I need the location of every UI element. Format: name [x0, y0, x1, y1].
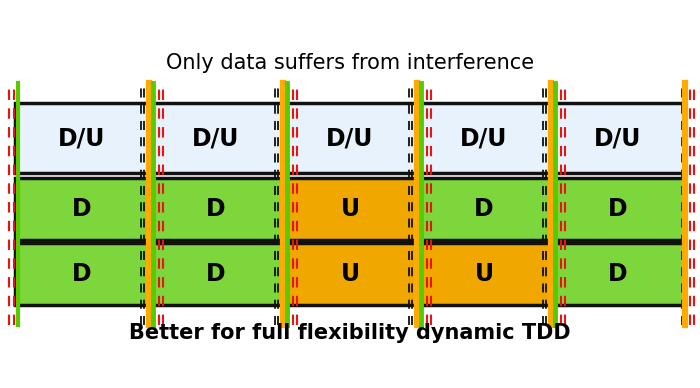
Bar [283, 243, 417, 305]
Text: D/U: D/U [58, 126, 106, 150]
Text: D: D [608, 197, 628, 221]
Bar [15, 243, 685, 305]
Bar [551, 178, 685, 240]
Text: D: D [206, 197, 226, 221]
Bar [149, 243, 283, 305]
Text: D: D [608, 262, 628, 286]
Bar [417, 103, 551, 173]
Text: D: D [206, 262, 226, 286]
Text: Better for full flexibility dynamic TDD: Better for full flexibility dynamic TDD [130, 323, 570, 343]
Bar [417, 243, 551, 305]
Bar [15, 178, 149, 240]
Bar [417, 178, 551, 240]
Bar [551, 103, 685, 173]
Bar [283, 103, 417, 173]
Bar [283, 178, 417, 240]
Bar [149, 103, 283, 173]
Bar [15, 178, 685, 240]
Text: D: D [474, 197, 494, 221]
Text: D/U: D/U [193, 126, 239, 150]
Text: D/U: D/U [594, 126, 642, 150]
Text: U: U [340, 262, 360, 286]
Bar [15, 103, 685, 173]
Text: D/U: D/U [326, 126, 374, 150]
Bar [551, 243, 685, 305]
Text: D: D [72, 197, 92, 221]
Bar [15, 243, 149, 305]
Text: Only data suffers from interference: Only data suffers from interference [166, 53, 534, 73]
Text: U: U [340, 197, 360, 221]
Text: D/U: D/U [461, 126, 508, 150]
Text: D: D [72, 262, 92, 286]
Bar [15, 103, 149, 173]
Text: U: U [475, 262, 493, 286]
Bar [149, 178, 283, 240]
